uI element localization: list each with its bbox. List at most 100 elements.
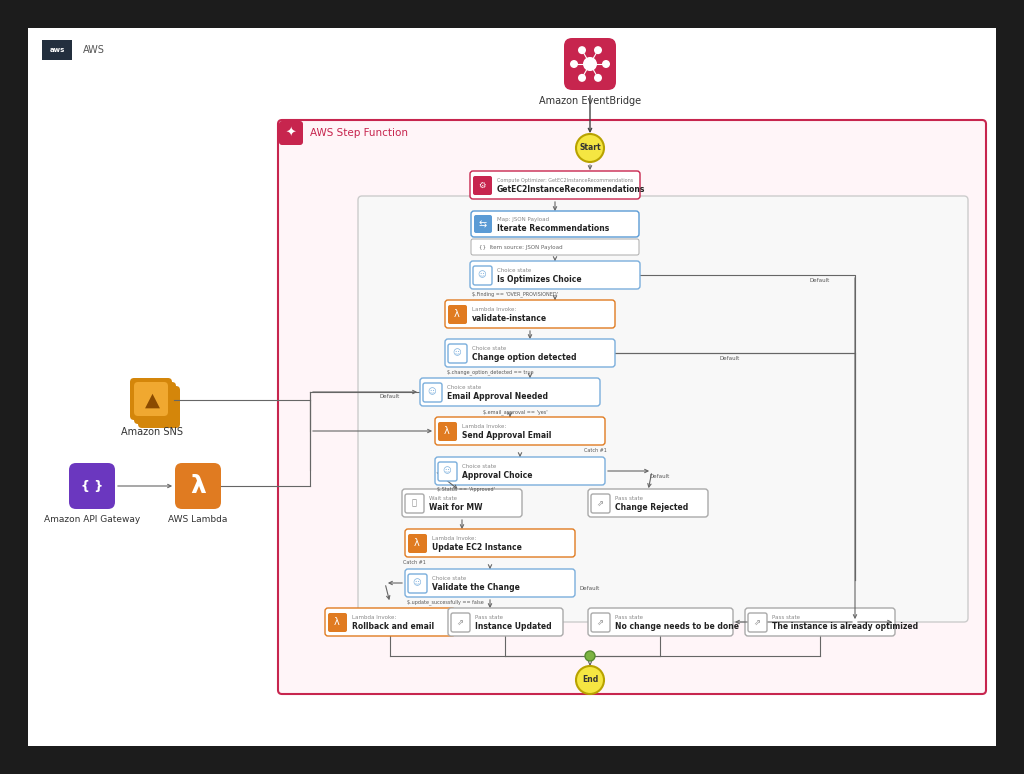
Text: aws: aws (49, 47, 65, 53)
FancyBboxPatch shape (474, 215, 492, 233)
Text: $.change_option_detected == true: $.change_option_detected == true (447, 369, 534, 375)
Text: $.email_approval == 'yes': $.email_approval == 'yes' (482, 409, 547, 415)
Text: Wait for MW: Wait for MW (429, 503, 482, 512)
FancyBboxPatch shape (470, 171, 640, 199)
FancyBboxPatch shape (445, 339, 615, 367)
Text: ☺: ☺ (413, 578, 421, 587)
Circle shape (575, 134, 604, 162)
Text: ⇗: ⇗ (457, 618, 464, 626)
Text: ⇗: ⇗ (597, 498, 603, 508)
FancyBboxPatch shape (449, 608, 563, 636)
FancyBboxPatch shape (588, 608, 733, 636)
Text: $.update_successfully == false: $.update_successfully == false (407, 599, 483, 604)
Text: Catch #1: Catch #1 (584, 447, 606, 453)
Text: Start: Start (580, 143, 601, 152)
Text: Change Rejected: Change Rejected (615, 503, 688, 512)
FancyBboxPatch shape (435, 417, 605, 445)
Circle shape (575, 666, 604, 694)
Text: Send Approval Email: Send Approval Email (462, 431, 551, 440)
Text: Pass state: Pass state (615, 495, 643, 501)
Text: λ: λ (190, 474, 206, 498)
Text: Amazon API Gateway: Amazon API Gateway (44, 515, 140, 525)
FancyBboxPatch shape (406, 494, 424, 513)
Text: Validate the Change: Validate the Change (432, 584, 520, 592)
FancyBboxPatch shape (445, 300, 615, 328)
Text: Change option detected: Change option detected (472, 353, 577, 362)
Text: Default: Default (580, 585, 600, 591)
FancyBboxPatch shape (278, 120, 986, 694)
Text: Rollback and email: Rollback and email (352, 622, 434, 632)
FancyBboxPatch shape (451, 613, 470, 632)
Text: Wait state: Wait state (429, 495, 457, 501)
Text: λ: λ (454, 309, 460, 319)
Circle shape (570, 60, 578, 68)
Text: ▲: ▲ (144, 391, 160, 409)
Text: Pass state: Pass state (772, 615, 800, 620)
Text: AWS Lambda: AWS Lambda (168, 515, 227, 525)
Text: Pass state: Pass state (615, 615, 643, 620)
Text: ☺: ☺ (453, 348, 462, 358)
FancyBboxPatch shape (473, 176, 492, 195)
Text: Iterate Recommendations: Iterate Recommendations (497, 224, 609, 233)
Text: Pass state: Pass state (475, 615, 503, 620)
Text: Catch #1: Catch #1 (403, 560, 426, 564)
FancyBboxPatch shape (471, 211, 639, 237)
FancyBboxPatch shape (406, 569, 575, 597)
FancyBboxPatch shape (402, 489, 522, 517)
Text: λ: λ (444, 426, 450, 436)
Text: Compute Optimizer: GetEC2InstanceRecommendations: Compute Optimizer: GetEC2InstanceRecomme… (497, 178, 633, 183)
FancyBboxPatch shape (408, 534, 427, 553)
Text: ⚙: ⚙ (478, 180, 485, 190)
Text: { }: { } (81, 480, 103, 492)
Text: Is Optimizes Choice: Is Optimizes Choice (497, 276, 582, 284)
FancyBboxPatch shape (435, 457, 605, 485)
Circle shape (578, 46, 586, 54)
FancyBboxPatch shape (471, 239, 639, 255)
FancyBboxPatch shape (134, 382, 168, 416)
Circle shape (594, 46, 602, 54)
Text: Default: Default (720, 355, 740, 361)
FancyBboxPatch shape (748, 613, 767, 632)
Text: Lambda Invoke:: Lambda Invoke: (352, 615, 396, 620)
FancyBboxPatch shape (408, 574, 427, 593)
Text: ⇆: ⇆ (479, 219, 487, 229)
FancyBboxPatch shape (564, 38, 616, 90)
Text: Lambda Invoke:: Lambda Invoke: (472, 307, 516, 312)
Text: Choice state: Choice state (472, 346, 506, 351)
Text: Choice state: Choice state (447, 385, 481, 390)
FancyBboxPatch shape (175, 463, 221, 509)
Text: λ: λ (414, 538, 420, 548)
Text: The instance is already optimized: The instance is already optimized (772, 622, 919, 632)
Text: Approval Choice: Approval Choice (462, 471, 532, 480)
Text: ☺: ☺ (442, 467, 452, 475)
Text: ⇗: ⇗ (597, 618, 603, 626)
FancyBboxPatch shape (134, 382, 176, 424)
Text: End: End (582, 676, 598, 684)
Text: GetEC2InstanceRecommendations: GetEC2InstanceRecommendations (497, 185, 645, 194)
FancyBboxPatch shape (328, 613, 347, 632)
Text: Default: Default (650, 474, 670, 478)
Circle shape (602, 60, 610, 68)
Text: Instance Updated: Instance Updated (475, 622, 552, 632)
Text: Email Approval Needed: Email Approval Needed (447, 392, 548, 401)
FancyBboxPatch shape (423, 383, 442, 402)
FancyBboxPatch shape (449, 344, 467, 363)
Text: Choice state: Choice state (497, 268, 531, 272)
Circle shape (594, 74, 602, 82)
FancyBboxPatch shape (588, 489, 708, 517)
Circle shape (585, 651, 595, 661)
FancyBboxPatch shape (438, 422, 457, 441)
FancyBboxPatch shape (358, 196, 968, 622)
Text: ⇗: ⇗ (754, 618, 761, 626)
FancyBboxPatch shape (449, 305, 467, 324)
FancyBboxPatch shape (420, 378, 600, 406)
Text: Lambda Invoke:: Lambda Invoke: (462, 423, 506, 429)
Text: λ: λ (334, 617, 340, 627)
Text: $.Finding == 'OVER_PROVISIONED': $.Finding == 'OVER_PROVISIONED' (472, 291, 558, 297)
Text: No change needs to be done: No change needs to be done (615, 622, 739, 632)
FancyBboxPatch shape (473, 266, 492, 285)
Text: Amazon EventBridge: Amazon EventBridge (539, 96, 641, 106)
Text: ☺: ☺ (428, 388, 436, 396)
Text: Update EC2 Instance: Update EC2 Instance (432, 543, 522, 553)
Text: Lambda Invoke:: Lambda Invoke: (432, 536, 476, 541)
